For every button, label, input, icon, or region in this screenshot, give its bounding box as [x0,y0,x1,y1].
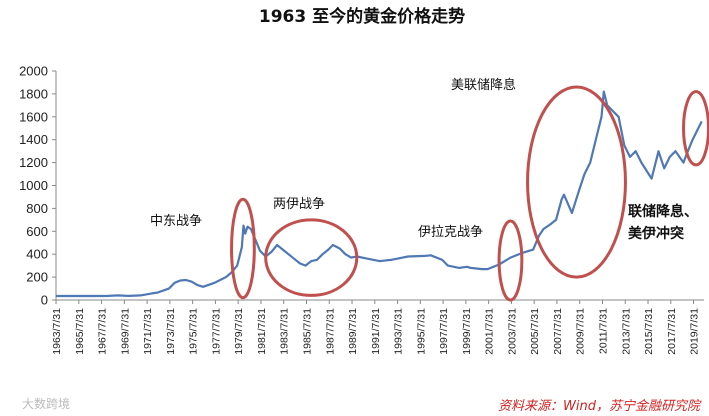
annotation-iraq-war: 伊拉克战争 [418,225,483,240]
x-tick-label: 2017/7/31 [666,308,678,355]
highlight-fed-rate-cut [526,85,627,279]
y-tick-label: 800 [26,201,48,216]
annotation-middle-east-war: 中东战争 [150,214,202,229]
annotation-iran-iraq-war: 两伊战争 [273,197,325,212]
y-tick-label: 1200 [19,155,48,170]
x-tick-label: 2019/7/31 [689,308,701,355]
highlight-iran-iraq-war [264,218,359,297]
y-tick-label: 1800 [19,86,48,101]
x-tick-label: 2005/7/31 [529,308,541,355]
y-tick-label: 2000 [19,64,48,79]
x-tick-label: 1985/7/31 [301,308,313,355]
x-tick-label: 1971/7/31 [142,308,154,355]
gold-price-line [56,90,703,298]
x-tick-label: 1989/7/31 [347,308,359,355]
x-tick-label: 2003/7/31 [506,308,518,355]
annotation-fed-cut-2019: 联储降息、 [628,203,698,220]
annotation-fed-rate-cut: 美联储降息 [451,77,516,93]
x-tick-label: 1977/7/31 [210,308,222,355]
x-tick-label: 1999/7/31 [461,308,473,355]
x-tick-label: 1995/7/31 [415,308,427,355]
y-tick-label: 400 [26,247,48,262]
highlight-middle-east-war [230,197,256,300]
y-tick-label: 1000 [19,178,48,193]
x-tick-label: 1993/7/31 [393,308,405,355]
x-tick-label: 1997/7/31 [438,308,450,355]
x-tick-label: 2011/7/31 [597,308,609,354]
x-tick-label: 1969/7/31 [119,308,131,355]
x-tick-label: 2001/7/31 [484,308,496,355]
highlight-ellipses [230,85,709,302]
x-axis: 1963/7/31 1965/7/31 1967/7/31 1969/7/31 1971… [51,299,704,355]
y-axis: 0 200 400 600 800 1000 1200 1400 1600 1800 2000 [19,64,57,308]
x-tick-label: 1965/7/31 [74,308,86,355]
x-tick-label: 1967/7/31 [97,308,109,355]
x-tick-label: 2007/7/31 [552,308,564,355]
x-tick-label: 1975/7/31 [188,308,200,355]
y-tick-label: 600 [26,224,48,239]
x-tick-label: 2009/7/31 [575,308,587,355]
y-tick-label: 1400 [19,132,48,147]
chart-title: 1963 至今的黄金价格走势 [259,6,465,27]
x-tick-label: 1987/7/31 [324,308,336,355]
x-tick-label: 2015/7/31 [643,308,655,355]
highlight-iraq-war [497,219,524,302]
source-note: 资料来源：Wind，苏宁金融研究院 [498,398,702,414]
x-tick-label: 1979/7/31 [233,308,245,355]
y-tick-label: 1600 [19,109,48,124]
x-tick-label: 1991/7/31 [370,308,382,355]
x-tick-label: 1981/7/31 [256,308,268,355]
x-tick-label: 1973/7/31 [165,308,177,355]
x-tick-label: 1963/7/31 [51,308,63,355]
x-tick-label: 2013/7/31 [620,308,632,355]
watermark-text: 大数跨境 [22,396,70,411]
y-tick-label: 0 [41,293,48,308]
series-layer [56,90,703,298]
y-tick-label: 200 [26,270,48,285]
highlight-2019-fed-cut [682,90,709,167]
x-tick-label: 1983/7/31 [279,308,291,355]
annotation-us-iran-conflict: 美伊冲突 [628,225,684,242]
